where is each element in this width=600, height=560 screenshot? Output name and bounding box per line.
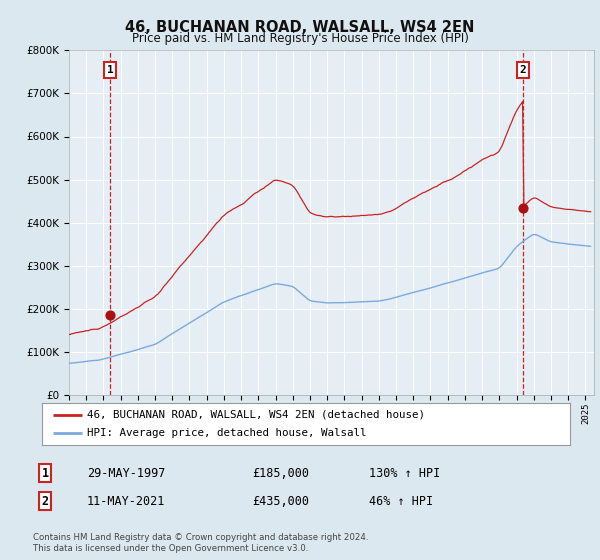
Text: 1: 1 [107, 65, 113, 75]
Text: HPI: Average price, detached house, Walsall: HPI: Average price, detached house, Wals… [87, 428, 367, 438]
Text: 11-MAY-2021: 11-MAY-2021 [87, 494, 166, 508]
Text: 46, BUCHANAN ROAD, WALSALL, WS4 2EN (detached house): 46, BUCHANAN ROAD, WALSALL, WS4 2EN (det… [87, 410, 425, 420]
Text: 29-MAY-1997: 29-MAY-1997 [87, 466, 166, 480]
Point [518, 203, 527, 212]
Text: 130% ↑ HPI: 130% ↑ HPI [369, 466, 440, 480]
Text: 46% ↑ HPI: 46% ↑ HPI [369, 494, 433, 508]
Text: 1: 1 [41, 466, 49, 480]
Text: £435,000: £435,000 [252, 494, 309, 508]
Text: 46, BUCHANAN ROAD, WALSALL, WS4 2EN: 46, BUCHANAN ROAD, WALSALL, WS4 2EN [125, 20, 475, 35]
Text: Contains HM Land Registry data © Crown copyright and database right 2024.
This d: Contains HM Land Registry data © Crown c… [33, 533, 368, 553]
Text: 2: 2 [520, 65, 526, 75]
Text: Price paid vs. HM Land Registry's House Price Index (HPI): Price paid vs. HM Land Registry's House … [131, 32, 469, 45]
Text: 2: 2 [41, 494, 49, 508]
Text: £185,000: £185,000 [252, 466, 309, 480]
Point [105, 311, 115, 320]
